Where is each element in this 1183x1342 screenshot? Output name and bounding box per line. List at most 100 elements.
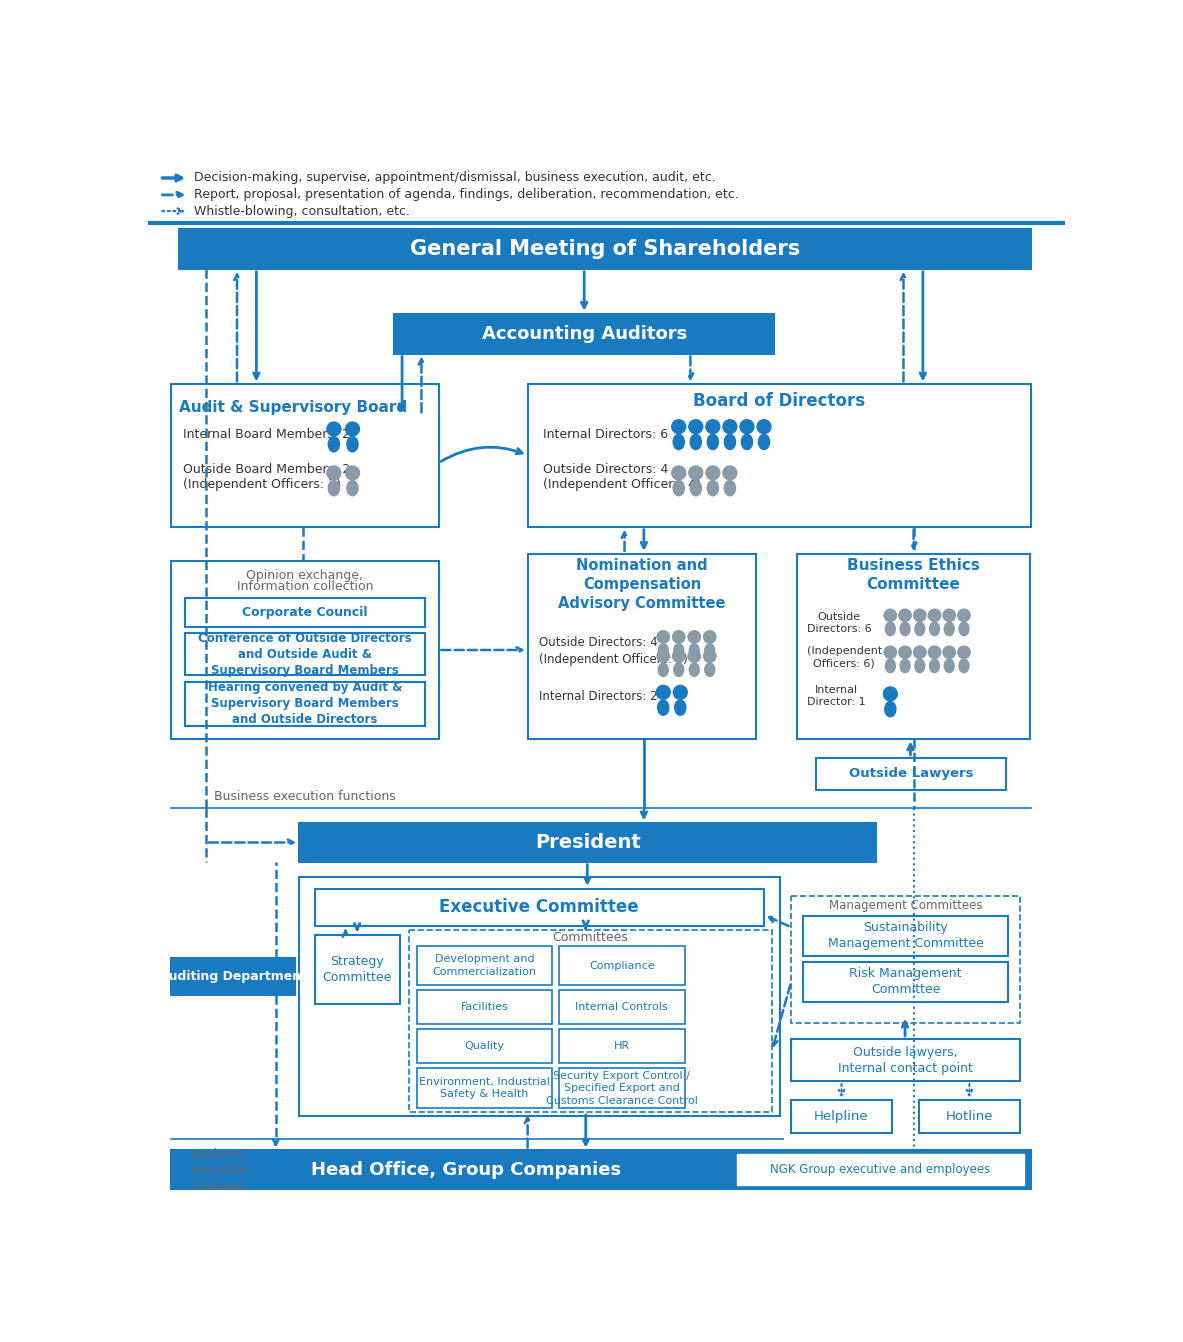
Text: Helpline: Helpline <box>814 1110 868 1123</box>
Text: Internal Controls: Internal Controls <box>575 1002 668 1012</box>
Ellipse shape <box>707 435 718 450</box>
Text: Hearing convened by Audit &
Supervisory Board Members
and Outside Directors: Hearing convened by Audit & Supervisory … <box>208 682 402 726</box>
Text: HR: HR <box>614 1041 629 1051</box>
Circle shape <box>929 609 940 621</box>
Text: Decision-making, supervise, appointment/dismissal, business execution, audit, et: Decision-making, supervise, appointment/… <box>194 172 716 184</box>
Circle shape <box>913 609 926 621</box>
Circle shape <box>704 650 716 663</box>
Circle shape <box>741 420 754 433</box>
Circle shape <box>757 420 771 433</box>
Ellipse shape <box>885 659 896 672</box>
Ellipse shape <box>914 659 925 672</box>
FancyBboxPatch shape <box>315 888 764 926</box>
Ellipse shape <box>959 623 969 636</box>
Text: Hotline: Hotline <box>945 1110 993 1123</box>
Circle shape <box>345 423 360 436</box>
FancyBboxPatch shape <box>172 958 295 994</box>
FancyBboxPatch shape <box>394 314 774 353</box>
Text: Whistle-blowing, consultation, etc.: Whistle-blowing, consultation, etc. <box>194 204 411 217</box>
FancyBboxPatch shape <box>791 1039 1020 1082</box>
Text: Executive Committee: Executive Committee <box>439 898 639 917</box>
Text: President: President <box>535 833 640 852</box>
Text: Opinion exchange,: Opinion exchange, <box>246 569 363 582</box>
FancyBboxPatch shape <box>528 554 756 738</box>
Ellipse shape <box>690 435 702 450</box>
FancyBboxPatch shape <box>558 1068 685 1108</box>
Circle shape <box>657 686 671 699</box>
Ellipse shape <box>758 435 770 450</box>
Circle shape <box>706 420 719 433</box>
Ellipse shape <box>724 480 736 495</box>
Circle shape <box>706 466 719 480</box>
FancyBboxPatch shape <box>409 930 771 1113</box>
Circle shape <box>884 609 897 621</box>
Text: Environment, Industrial
Safety & Health: Environment, Industrial Safety & Health <box>419 1076 550 1099</box>
FancyBboxPatch shape <box>791 896 1020 1024</box>
Circle shape <box>689 650 700 663</box>
Ellipse shape <box>724 435 736 450</box>
Ellipse shape <box>347 436 358 452</box>
Text: Conference of Outside Directors
and Outside Audit &
Supervisory Board Members: Conference of Outside Directors and Outs… <box>198 632 412 678</box>
Text: Risk Management
Committee: Risk Management Committee <box>849 968 962 996</box>
Text: Audit & Supervisory Board: Audit & Supervisory Board <box>179 400 407 415</box>
Text: Compliance: Compliance <box>589 961 654 970</box>
Ellipse shape <box>705 644 715 658</box>
Ellipse shape <box>674 701 686 715</box>
Circle shape <box>929 646 940 659</box>
Ellipse shape <box>900 623 910 636</box>
Text: Outside Lawyers: Outside Lawyers <box>848 768 974 781</box>
Text: Nomination and
Compensation
Advisory Committee: Nomination and Compensation Advisory Com… <box>558 558 725 611</box>
Circle shape <box>943 646 956 659</box>
Text: Internal Directors: 2: Internal Directors: 2 <box>539 690 658 703</box>
Ellipse shape <box>690 480 702 495</box>
Circle shape <box>689 466 703 480</box>
Circle shape <box>899 646 911 659</box>
Circle shape <box>327 423 341 436</box>
Circle shape <box>689 420 703 433</box>
Text: Business Ethics
Committee: Business Ethics Committee <box>847 558 980 592</box>
FancyBboxPatch shape <box>185 633 425 675</box>
Ellipse shape <box>658 644 668 658</box>
Circle shape <box>884 646 897 659</box>
Circle shape <box>958 646 970 659</box>
Text: Head Office, Group Companies: Head Office, Group Companies <box>311 1161 621 1178</box>
FancyBboxPatch shape <box>315 935 400 1004</box>
Ellipse shape <box>959 659 969 672</box>
Circle shape <box>913 646 926 659</box>
Text: Facilities: Facilities <box>460 1002 509 1012</box>
Text: Committees: Committees <box>552 931 628 945</box>
Text: Board of Directors: Board of Directors <box>693 392 866 411</box>
Ellipse shape <box>944 623 955 636</box>
FancyBboxPatch shape <box>558 1029 685 1063</box>
Text: Corporate Council: Corporate Council <box>243 605 368 619</box>
Ellipse shape <box>930 623 939 636</box>
FancyBboxPatch shape <box>528 384 1032 527</box>
FancyBboxPatch shape <box>558 946 685 985</box>
Circle shape <box>673 650 685 663</box>
Ellipse shape <box>885 623 896 636</box>
Text: (Independent Officers: 2): (Independent Officers: 2) <box>182 478 341 491</box>
Circle shape <box>673 686 687 699</box>
Text: Business execution functions: Business execution functions <box>214 790 395 804</box>
Ellipse shape <box>674 663 684 676</box>
Text: General Meeting of Shareholders: General Meeting of Shareholders <box>411 239 800 259</box>
Circle shape <box>899 609 911 621</box>
FancyBboxPatch shape <box>185 682 425 726</box>
Circle shape <box>723 420 737 433</box>
Ellipse shape <box>658 701 668 715</box>
Ellipse shape <box>690 663 699 676</box>
Circle shape <box>958 609 970 621</box>
Circle shape <box>657 650 670 663</box>
Text: (Independent
Officers: 6): (Independent Officers: 6) <box>807 647 881 668</box>
Circle shape <box>884 687 897 701</box>
FancyBboxPatch shape <box>416 946 552 985</box>
Ellipse shape <box>944 659 955 672</box>
Text: Outside
Directors: 6: Outside Directors: 6 <box>807 612 871 635</box>
Ellipse shape <box>742 435 752 450</box>
FancyBboxPatch shape <box>737 1154 1023 1185</box>
Ellipse shape <box>658 663 668 676</box>
Ellipse shape <box>673 435 684 450</box>
Text: Security Export Control /
Specified Export and
Customs Clearance Control: Security Export Control / Specified Expo… <box>545 1071 698 1106</box>
Circle shape <box>345 466 360 480</box>
Circle shape <box>673 631 685 643</box>
